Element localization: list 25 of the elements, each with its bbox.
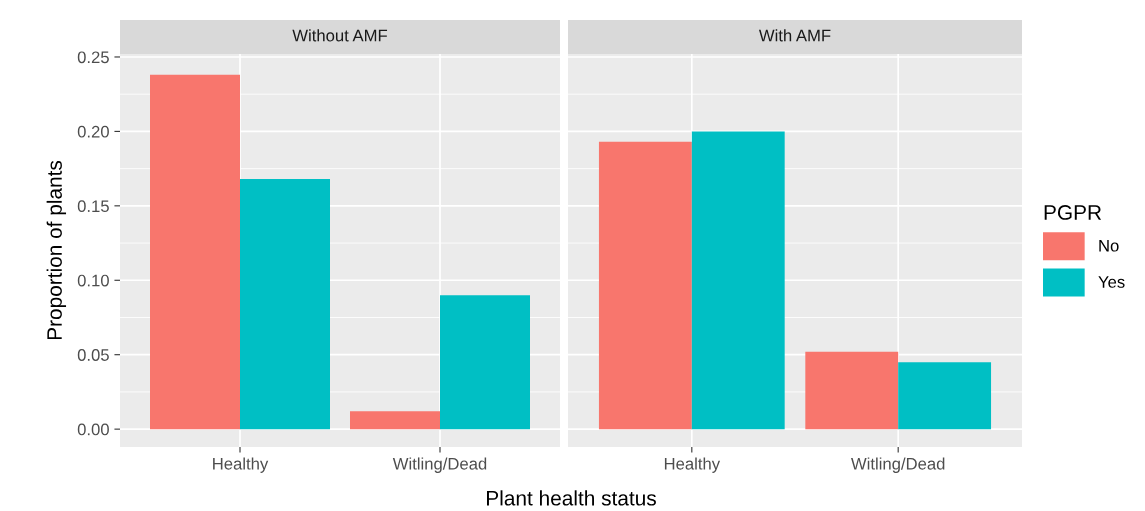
bar [350, 411, 440, 430]
x-tick-label: Healthy [664, 457, 721, 473]
legend-title: PGPR [1044, 205, 1102, 220]
y-tick-label: 0.25 [77, 51, 109, 64]
bar [805, 351, 899, 430]
legend-label: Yes [1098, 276, 1125, 288]
y-tick-label: 0.00 [77, 423, 109, 436]
x-axis-title: Plant health status [487, 490, 656, 506]
y-tick-label: 0.20 [77, 125, 109, 138]
y-tick-label: 0.05 [77, 349, 109, 361]
legend-label: No [1099, 239, 1119, 252]
bar [150, 74, 240, 430]
bar [898, 362, 992, 430]
y-tick-label: 0.10 [77, 274, 109, 287]
chart-title: With AMF [758, 29, 831, 42]
bar [598, 141, 692, 430]
chart-title: Without AMF [292, 29, 388, 42]
x-tick-label: Healthy [213, 457, 269, 473]
bar [240, 179, 330, 430]
y-axis-title: Proportion of plants [46, 160, 67, 340]
bar [691, 131, 785, 430]
x-tick-label: Witling/Dead [851, 457, 945, 473]
x-tick-label: Witling/Dead [392, 457, 487, 473]
bar [440, 295, 530, 430]
y-tick-label: 0.15 [77, 200, 109, 213]
